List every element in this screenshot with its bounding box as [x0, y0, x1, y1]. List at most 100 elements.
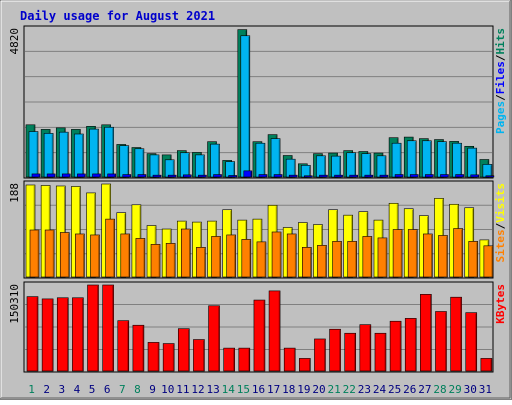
bar-pages: [167, 174, 177, 178]
x-tick-label: 7: [119, 383, 126, 396]
y-series-label-part: /: [494, 222, 507, 229]
bar-kbytes: [87, 284, 99, 372]
bar-files: [210, 143, 220, 178]
bar-sites: [483, 245, 494, 278]
bar-pages: [107, 173, 116, 178]
bar-sites: [241, 239, 252, 278]
bar-sites: [423, 233, 433, 278]
bar-kbytes: [117, 320, 130, 372]
bar-sites: [135, 238, 146, 278]
y-series-label-part: Hits: [494, 28, 507, 55]
bar-files: [406, 140, 417, 178]
y-series-label: Sites/Visits: [494, 183, 507, 263]
bar-kbytes: [72, 297, 84, 372]
bar-sites: [105, 218, 115, 278]
bar-kbytes: [177, 328, 190, 372]
bar-kbytes: [435, 311, 447, 372]
y-series-label-part: Visits: [494, 183, 507, 223]
y-max-label: 188: [8, 183, 21, 203]
bar-sites: [271, 231, 282, 278]
bar-files: [285, 158, 296, 178]
bar-sites: [59, 232, 70, 278]
bar-files: [74, 133, 84, 178]
x-tick-label: 26: [403, 383, 416, 396]
bar-sites: [165, 243, 176, 278]
bar-pages: [349, 174, 359, 178]
bar-files: [270, 138, 281, 178]
bar-kbytes: [480, 358, 493, 372]
bar-sites: [29, 229, 40, 278]
bar-pages: [334, 174, 343, 178]
bar-pages: [273, 174, 283, 178]
bar-sites: [180, 228, 191, 278]
bar-files: [346, 152, 357, 178]
x-tick-label: 19: [297, 383, 310, 396]
bar-kbytes: [26, 296, 39, 372]
bar-pages: [92, 173, 101, 178]
bar-files: [149, 154, 160, 178]
x-tick-label: 31: [479, 383, 492, 396]
bar-sites: [226, 234, 236, 278]
x-axis-labels: 1 2 3 4 5 6 7 8 9 10 11 12 13 14 15 16 17 18 19 20 21 22 23 24 2…: [28, 383, 492, 396]
bar-kbytes: [41, 298, 54, 372]
bar-kbytes: [193, 339, 205, 372]
bar-kbytes: [223, 347, 235, 372]
bar-kbytes: [344, 332, 357, 372]
x-tick-label: 8: [134, 383, 141, 396]
x-tick-label: 14: [222, 383, 236, 396]
bar-pages: [288, 174, 298, 178]
x-tick-label: 30: [464, 383, 477, 396]
y-series-label-part: /: [494, 94, 507, 101]
bar-files: [119, 145, 130, 178]
bar-files: [89, 128, 99, 178]
bar-pages: [364, 174, 374, 178]
bar-kbytes: [299, 358, 311, 372]
bar-kbytes: [283, 347, 296, 372]
x-tick-label: 10: [161, 383, 174, 396]
bar-files: [58, 131, 69, 178]
bar-sites: [407, 229, 418, 278]
bar-kbytes: [56, 297, 69, 372]
bar-sites: [75, 233, 85, 278]
bar-pages: [425, 174, 434, 178]
y-series-label-part: Pages: [494, 101, 507, 134]
bar-sites: [286, 233, 297, 278]
bar-pages: [455, 174, 464, 178]
bar-pages: [394, 174, 404, 178]
bar-pages: [137, 174, 147, 178]
bar-pages: [31, 173, 41, 178]
x-tick-label: 29: [449, 383, 462, 396]
bar-pages: [77, 173, 86, 178]
x-tick-label: 18: [282, 383, 295, 396]
bar-files: [376, 155, 387, 178]
x-tick-label: 13: [206, 383, 219, 396]
bar-files: [104, 126, 114, 178]
bar-kbytes: [329, 328, 341, 372]
x-tick-label: 17: [267, 383, 280, 396]
bar-kbytes: [374, 332, 387, 372]
bar-kbytes: [147, 342, 160, 372]
x-tick-label: 5: [89, 383, 96, 396]
bar-kbytes: [465, 312, 478, 372]
bar-files: [331, 155, 341, 178]
bar-pages: [379, 174, 389, 178]
y-series-label: Pages/Files/Hits: [494, 28, 507, 134]
bar-files: [452, 142, 462, 178]
x-tick-label: 3: [59, 383, 66, 396]
bar-sites: [120, 233, 131, 278]
bar-pages: [440, 174, 449, 178]
bar-pages: [46, 173, 56, 178]
bar-files: [179, 152, 190, 178]
bar-kbytes: [314, 338, 326, 372]
bar-kbytes: [420, 294, 432, 372]
x-tick-label: 23: [358, 383, 371, 396]
bar-pages: [152, 174, 162, 178]
bar-files: [482, 164, 493, 178]
y-series-label: KBytes: [494, 284, 507, 324]
x-tick-label: 9: [149, 383, 156, 396]
bar-sites: [44, 229, 55, 278]
x-tick-label: 15: [237, 383, 250, 396]
bar-sites: [332, 241, 342, 278]
